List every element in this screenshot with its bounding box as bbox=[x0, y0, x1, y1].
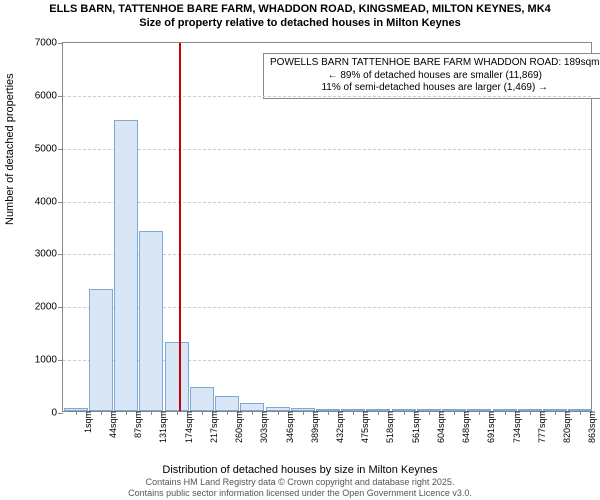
x-tick-mark bbox=[252, 411, 253, 415]
x-axis-label: Distribution of detached houses by size … bbox=[0, 464, 600, 476]
x-tick-mark bbox=[353, 411, 354, 415]
x-tick-label: 389sqm bbox=[306, 411, 320, 443]
histogram-bar bbox=[89, 289, 113, 411]
histogram-bar bbox=[114, 120, 138, 411]
x-tick-mark bbox=[202, 411, 203, 415]
x-tick-label: 131sqm bbox=[154, 411, 168, 443]
x-tick-mark bbox=[378, 411, 379, 415]
y-tick-label: 0 bbox=[51, 408, 63, 419]
histogram-bar bbox=[165, 342, 189, 411]
y-tick-label: 1000 bbox=[35, 355, 63, 366]
footer-line2: Contains public sector information licen… bbox=[0, 488, 600, 499]
x-tick-label: 44sqm bbox=[104, 411, 118, 438]
gridline bbox=[63, 149, 591, 150]
x-tick-label: 432sqm bbox=[331, 411, 345, 443]
chart-title: ELLS BARN, TATTENHOE BARE FARM, WHADDON … bbox=[0, 0, 600, 33]
property-marker-line bbox=[179, 43, 181, 411]
x-tick-label: 217sqm bbox=[205, 411, 219, 443]
x-tick-label: 1sqm bbox=[79, 411, 93, 433]
x-tick-mark bbox=[126, 411, 127, 415]
x-tick-mark bbox=[404, 411, 405, 415]
x-tick-mark bbox=[505, 411, 506, 415]
y-axis-label: Number of detached properties bbox=[4, 73, 16, 225]
histogram-bar bbox=[215, 396, 239, 411]
callout-line2: ← 89% of detached houses are smaller (11… bbox=[270, 70, 600, 83]
x-tick-label: 648sqm bbox=[457, 411, 471, 443]
x-tick-label: 174sqm bbox=[180, 411, 194, 443]
x-tick-label: 260sqm bbox=[230, 411, 244, 443]
chart-plot-area: POWELLS BARN TATTENHOE BARE FARM WHADDON… bbox=[62, 42, 592, 412]
y-tick-label: 6000 bbox=[35, 90, 63, 101]
x-tick-mark bbox=[580, 411, 581, 415]
x-tick-label: 863sqm bbox=[583, 411, 597, 443]
x-tick-mark bbox=[429, 411, 430, 415]
x-tick-label: 561sqm bbox=[407, 411, 421, 443]
y-tick-label: 2000 bbox=[35, 302, 63, 313]
x-tick-label: 820sqm bbox=[558, 411, 572, 443]
x-tick-mark bbox=[454, 411, 455, 415]
gridline bbox=[63, 202, 591, 203]
y-tick-label: 3000 bbox=[35, 249, 63, 260]
title-line2: Size of property relative to detached ho… bbox=[0, 16, 600, 30]
x-tick-label: 87sqm bbox=[129, 411, 143, 438]
x-tick-mark bbox=[278, 411, 279, 415]
x-tick-mark bbox=[303, 411, 304, 415]
y-tick-label: 5000 bbox=[35, 143, 63, 154]
x-tick-mark bbox=[328, 411, 329, 415]
x-tick-label: 604sqm bbox=[432, 411, 446, 443]
histogram-bar bbox=[139, 231, 163, 411]
histogram-bar bbox=[240, 403, 264, 411]
x-tick-mark bbox=[555, 411, 556, 415]
histogram-bar bbox=[190, 387, 214, 411]
callout-line1: POWELLS BARN TATTENHOE BARE FARM WHADDON… bbox=[270, 57, 600, 70]
gridline bbox=[63, 96, 591, 97]
x-tick-label: 303sqm bbox=[255, 411, 269, 443]
x-tick-mark bbox=[530, 411, 531, 415]
x-tick-mark bbox=[227, 411, 228, 415]
x-tick-label: 518sqm bbox=[381, 411, 395, 443]
title-line1: ELLS BARN, TATTENHOE BARE FARM, WHADDON … bbox=[0, 2, 600, 16]
x-tick-label: 346sqm bbox=[281, 411, 295, 443]
x-tick-label: 734sqm bbox=[508, 411, 522, 443]
x-tick-mark bbox=[76, 411, 77, 415]
x-tick-mark bbox=[177, 411, 178, 415]
callout-box: POWELLS BARN TATTENHOE BARE FARM WHADDON… bbox=[263, 53, 600, 99]
x-tick-mark bbox=[101, 411, 102, 415]
x-tick-mark bbox=[479, 411, 480, 415]
y-tick-label: 4000 bbox=[35, 196, 63, 207]
footer-attribution: Contains HM Land Registry data © Crown c… bbox=[0, 477, 600, 499]
callout-line3: 11% of semi-detached houses are larger (… bbox=[270, 82, 600, 95]
x-tick-mark bbox=[151, 411, 152, 415]
footer-line1: Contains HM Land Registry data © Crown c… bbox=[0, 477, 600, 488]
x-tick-label: 691sqm bbox=[482, 411, 496, 443]
y-tick-label: 7000 bbox=[35, 38, 63, 49]
x-tick-label: 475sqm bbox=[356, 411, 370, 443]
x-tick-label: 777sqm bbox=[533, 411, 547, 443]
